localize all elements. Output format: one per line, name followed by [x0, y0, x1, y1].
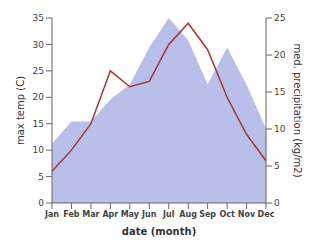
svg-text:Sep: Sep	[199, 210, 216, 219]
svg-text:med. precipitation (kg/m2): med. precipitation (kg/m2)	[292, 43, 303, 177]
svg-text:25: 25	[274, 13, 285, 23]
svg-text:Mar: Mar	[82, 210, 99, 219]
svg-text:5: 5	[38, 172, 44, 182]
svg-text:Jun: Jun	[141, 210, 157, 219]
svg-text:max temp (C): max temp (C)	[15, 76, 26, 145]
svg-text:Jan: Jan	[44, 210, 59, 219]
svg-text:15: 15	[274, 87, 285, 97]
svg-text:15: 15	[33, 119, 44, 129]
svg-text:20: 20	[274, 50, 286, 60]
svg-text:35: 35	[33, 13, 44, 23]
svg-text:Feb: Feb	[63, 210, 80, 219]
svg-text:Jul: Jul	[162, 210, 175, 219]
svg-text:20: 20	[33, 92, 45, 102]
svg-text:0: 0	[274, 198, 280, 208]
svg-text:30: 30	[33, 40, 45, 50]
svg-text:May: May	[121, 210, 140, 219]
svg-text:Oct: Oct	[219, 210, 235, 219]
svg-text:10: 10	[274, 124, 286, 134]
svg-text:Nov: Nov	[238, 210, 256, 219]
svg-text:5: 5	[274, 161, 280, 171]
svg-text:0: 0	[38, 198, 44, 208]
svg-text:25: 25	[33, 66, 44, 76]
svg-text:date (month): date (month)	[122, 226, 196, 237]
svg-text:10: 10	[33, 145, 45, 155]
svg-text:Aug: Aug	[179, 210, 197, 219]
svg-text:Apr: Apr	[102, 210, 118, 219]
svg-text:Dec: Dec	[258, 210, 275, 219]
